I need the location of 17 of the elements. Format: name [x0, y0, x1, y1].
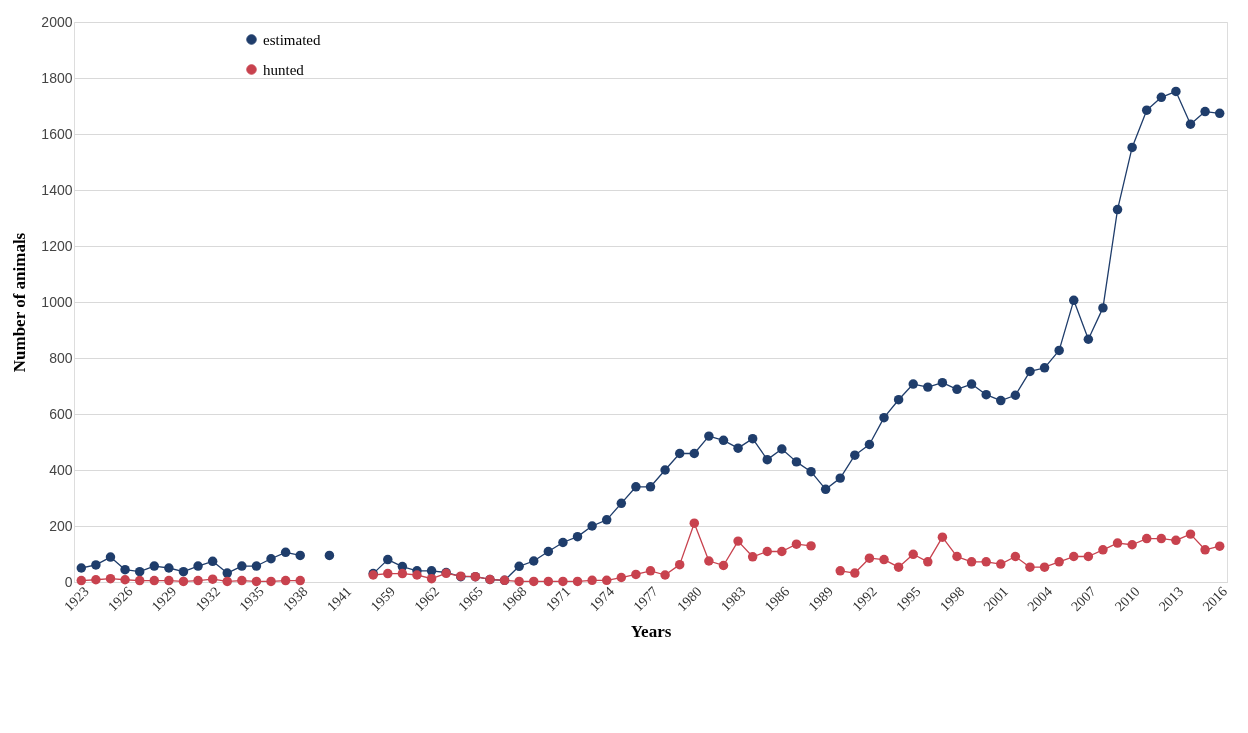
y-tick-label: 800: [49, 349, 73, 366]
x-axis-title: Years: [630, 622, 672, 642]
y-tick-label: 1800: [41, 69, 73, 86]
y-tick-label: 200: [49, 517, 73, 534]
y-tick-label: 1000: [41, 293, 73, 310]
y-tick-label: 0: [64, 573, 73, 590]
x-tick-label: 1941: [324, 583, 355, 615]
y-tick-label: 400: [49, 461, 73, 478]
legend-label: estimated: [263, 31, 321, 48]
y-tick-label: 2000: [41, 13, 73, 30]
legend-label: hunted: [263, 61, 305, 78]
y-tick-label: 1400: [41, 181, 73, 198]
y-tick-label: 1200: [41, 237, 73, 254]
y-tick-label: 1600: [41, 125, 73, 142]
x-tick-label: 1971: [542, 583, 574, 615]
y-axis-title: Number of animals: [10, 232, 30, 373]
y-tick-label: 600: [49, 405, 73, 422]
